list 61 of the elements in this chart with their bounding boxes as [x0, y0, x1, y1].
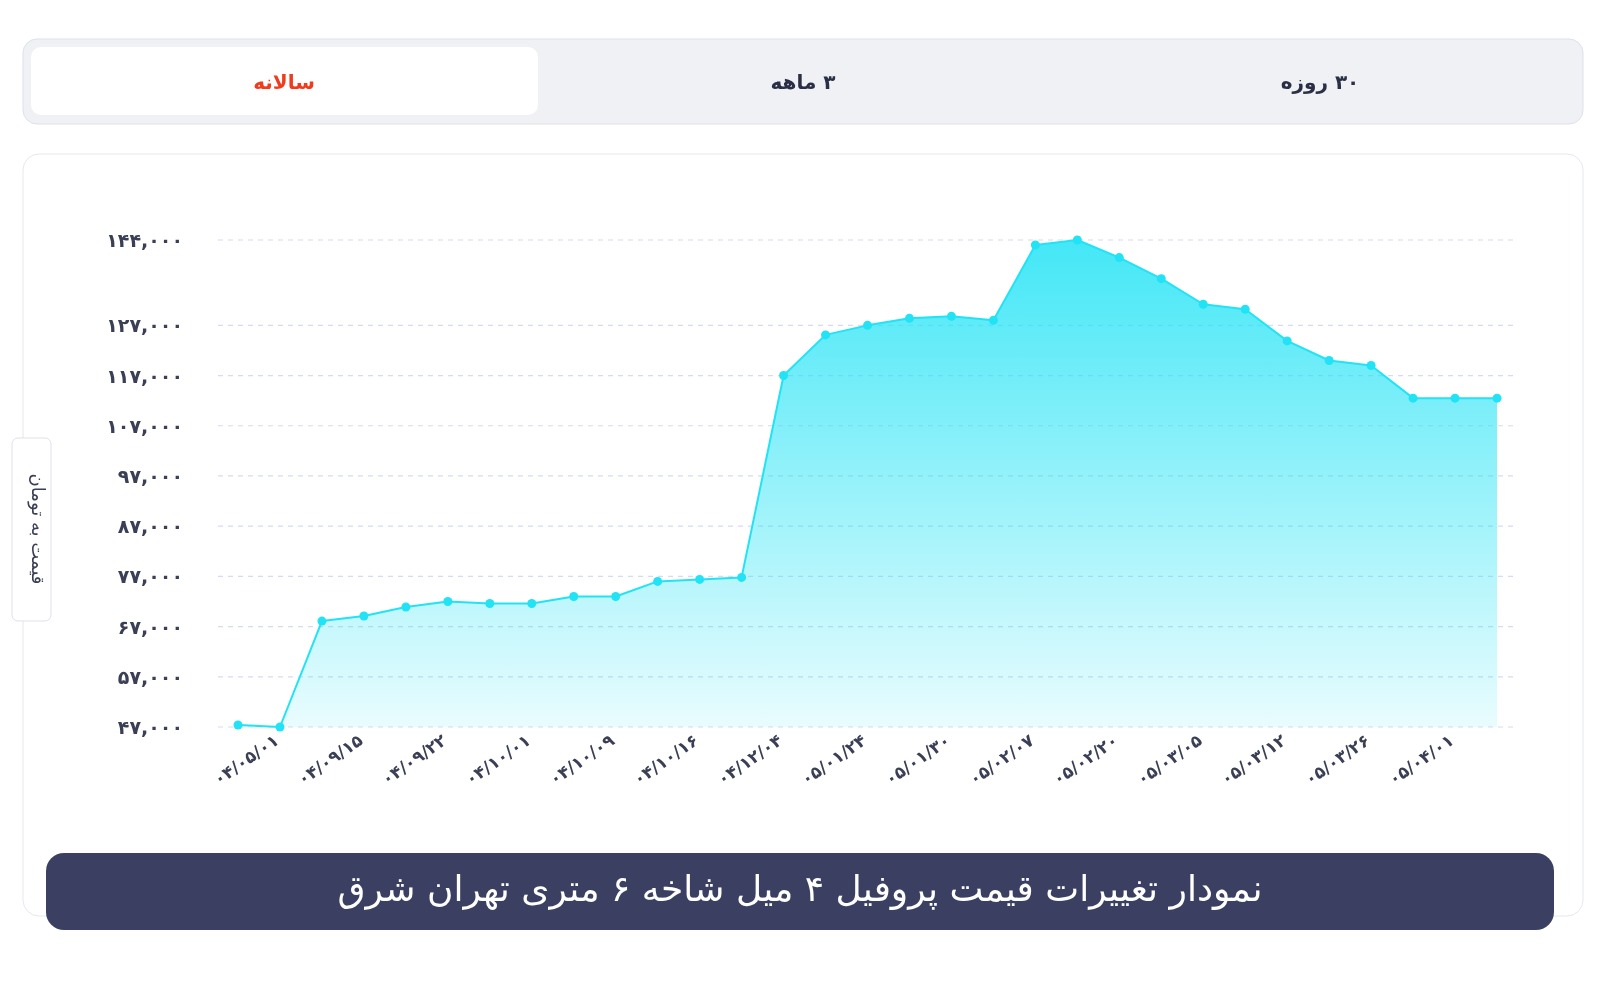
x-tick-label: ۰۴/۰۵/۰۱ [209, 729, 283, 790]
point [1240, 304, 1250, 314]
x-tick-label: ۰۵/۰۲/۲۰ [1048, 729, 1122, 790]
y-tick-label: ۱۱۷,۰۰۰ [106, 364, 183, 387]
y-tick-label: ۱۴۴,۰۰۰ [106, 229, 183, 251]
x-tick-label: ۰۴/۰۹/۲۲ [377, 729, 451, 790]
point [737, 572, 747, 582]
point [1156, 274, 1166, 284]
point [863, 320, 872, 330]
x-tick-label: ۰۵/۰۴/۰۱ [1384, 729, 1458, 790]
x-tick-label: ۰۵/۰۱/۳۰ [881, 729, 954, 790]
point [821, 330, 831, 340]
point [988, 315, 998, 325]
point [904, 313, 914, 323]
y-tick-label: ۱۰۷,۰۰۰ [106, 414, 183, 437]
y-tick-label: ۶۷,۰۰۰ [117, 615, 183, 638]
point [1366, 361, 1376, 371]
x-tick-label: ۰۴/۱۰/۰۱ [461, 729, 535, 790]
y-tick-label: ۷۷,۰۰۰ [117, 565, 183, 588]
x-tick-label: ۰۴/۰۹/۱۵ [293, 729, 367, 790]
y-tick-label: ۱۲۷,۰۰۰ [106, 314, 183, 337]
x-tick-label: ۰۵/۰۳/۲۶ [1300, 729, 1374, 790]
point [527, 598, 537, 608]
point [1072, 235, 1082, 245]
y-tick-label: ۸۷,۰۰۰ [117, 515, 183, 538]
y-axis-title: قیمت به تومان [27, 473, 49, 585]
x-tick-label: ۰۵/۰۱/۲۴ [797, 729, 870, 790]
point [611, 591, 621, 601]
point [359, 611, 369, 621]
y-tick-label: ۴۷,۰۰۰ [117, 716, 183, 738]
x-tick-label: ۰۴/۱۰/۱۶ [629, 729, 702, 790]
point [1030, 240, 1040, 250]
x-tick-label: ۰۵/۰۲/۰۷ [965, 729, 1039, 790]
x-tick-label: ۰۴/۱۰/۰۹ [545, 729, 619, 790]
text: ۳۰ روزه [1280, 70, 1360, 94]
text: نمودار تغییرات قیمت پروفیل ۴ میل شاخه ۶ متری تهران شرق [337, 868, 1263, 910]
point [1114, 253, 1124, 263]
x-tick-label: ۰۴/۱۲/۰۴ [713, 729, 786, 790]
point [233, 720, 243, 730]
x-tick-label: ۰۵/۰۳/۰۵ [1132, 729, 1206, 790]
point [569, 591, 579, 601]
text: سالانه [253, 70, 315, 94]
point [275, 722, 285, 732]
point [485, 598, 495, 608]
point [1282, 336, 1292, 346]
point [401, 602, 411, 612]
point [695, 574, 705, 584]
point [1324, 356, 1334, 365]
point [1450, 393, 1460, 403]
y-tick-label: ۹۷,۰۰۰ [117, 464, 183, 487]
point [653, 576, 663, 586]
point [1408, 393, 1418, 403]
point [443, 596, 453, 606]
text: ۳ ماهه [770, 70, 836, 94]
point [317, 616, 327, 626]
point [946, 311, 956, 321]
point [1492, 393, 1502, 403]
point [1198, 299, 1208, 309]
point [779, 371, 789, 381]
x-tick-label: ۰۵/۰۳/۱۲ [1216, 729, 1290, 790]
y-tick-label: ۵۷,۰۰۰ [117, 665, 183, 688]
